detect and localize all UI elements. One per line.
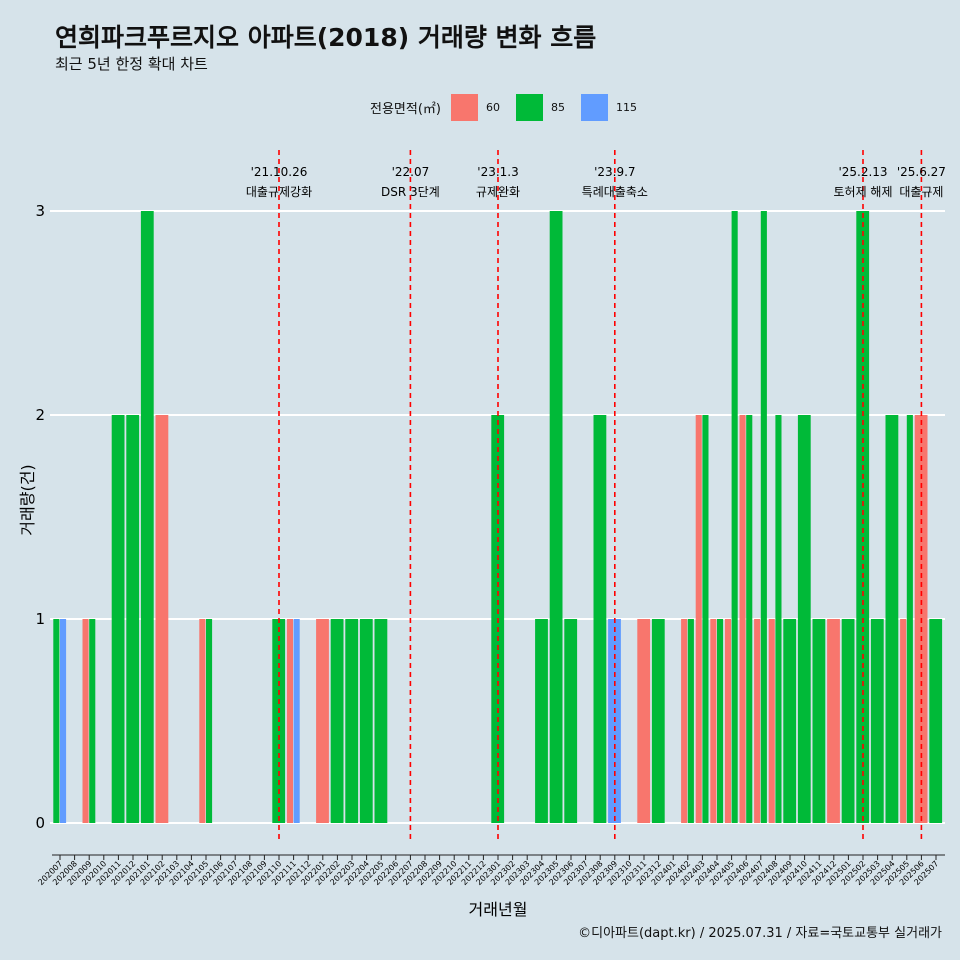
legend-swatch-85 [515, 93, 543, 121]
event-annotations: '21.10.26 대출규제강화 '22.07 DSR 3단계 '23.1.3 규제완화 '… [246, 165, 946, 199]
bar-60-202402 [681, 619, 688, 823]
bar-60-202105 [199, 619, 206, 823]
bar-85-202402 [687, 619, 694, 823]
bar-60-202102 [155, 415, 169, 823]
event-date-label: '23.1.3 [477, 165, 518, 179]
event-label: DSR 3단계 [381, 185, 440, 199]
y-tick-label: 0 [35, 814, 45, 832]
bar-85-202204 [359, 619, 373, 823]
bar-85-202308 [593, 415, 607, 823]
chart-title: 연희파크푸르지오 아파트(2018) 거래량 변화 흐름 [55, 23, 597, 52]
bar-115-202007 [60, 619, 67, 823]
bar-60-202405 [724, 619, 731, 823]
y-tick-label: 2 [35, 406, 45, 424]
bar-85-202306 [564, 619, 578, 823]
y-axis-title: 거래량(건) [18, 464, 37, 535]
bar-85-202411 [812, 619, 826, 823]
event-date-label: '25.6.27 [897, 165, 946, 179]
y-tick-labels: 0 1 2 3 [35, 202, 45, 832]
event-date-label: '23.9.7 [594, 165, 635, 179]
bar-85-202203 [345, 619, 359, 823]
bar-85-202101 [140, 211, 154, 823]
bar-85-202202 [330, 619, 344, 823]
event-label: 규제완화 [476, 185, 520, 199]
bar-85-202105 [206, 619, 213, 823]
bar-85-202409 [783, 619, 797, 823]
bar-85-202007 [53, 619, 60, 823]
legend-swatch-60 [450, 93, 478, 121]
legend-label-85: 85 [550, 100, 565, 114]
event-label: 토허제 해제 [833, 185, 892, 199]
legend-item-115: 115 [580, 93, 640, 121]
bar-85-202406 [746, 415, 753, 823]
bar-60-202111 [286, 619, 293, 823]
bar-85-202312 [651, 619, 665, 823]
bar-60-202403 [695, 415, 702, 823]
bar-60-202408 [768, 619, 775, 823]
bar-60-202201 [316, 619, 329, 823]
bar-85-202305 [549, 211, 563, 823]
legend: 전용면적(㎡) 60 85 115 [370, 93, 646, 121]
bar-60-202505 [900, 619, 907, 823]
bar-85-202012 [126, 415, 140, 823]
bar-60-202009 [82, 619, 89, 823]
bar-85-202407 [760, 211, 767, 823]
x-axis-title: 거래년월 [469, 900, 528, 919]
bar-60-202412 [827, 619, 840, 823]
legend-label-115: 115 [615, 100, 637, 114]
bar-85-202405 [731, 211, 738, 823]
bar-60-202404 [710, 619, 717, 823]
legend-swatch-115 [580, 93, 608, 121]
y-tick-label: 1 [35, 610, 45, 628]
legend-title: 전용면적(㎡) [370, 101, 441, 117]
legend-item-85: 85 [515, 93, 575, 121]
bar-85-202410 [797, 415, 811, 823]
bar-85-202011 [111, 415, 125, 823]
bar-85-202502 [856, 211, 870, 823]
event-label: 특례대출축소 [582, 185, 648, 199]
bar-85-202403 [702, 415, 709, 823]
event-label: 대출규제강화 [246, 185, 312, 199]
bar-60-202311 [637, 619, 651, 823]
source-caption: ©디아파트(dapt.kr) / 2025.07.31 / 자료=국토교통부 실… [578, 926, 942, 941]
bar-85-202009 [89, 619, 96, 823]
y-tick-label: 3 [35, 202, 45, 220]
bar-85-202404 [717, 619, 724, 823]
bar-85-202504 [885, 415, 899, 823]
bar-85-202507 [929, 619, 943, 823]
event-lines [278, 150, 923, 842]
bar-115-202111 [293, 619, 300, 823]
bar-85-202304 [535, 619, 548, 823]
x-tick-labels: 2020072020082020092020102020112020122021… [36, 859, 940, 887]
bar-85-202503 [870, 619, 884, 823]
legend-label-60: 60 [485, 100, 500, 114]
bar-60-202406 [739, 415, 746, 823]
bar-85-202505 [906, 415, 913, 823]
bar-85-202501 [841, 619, 855, 823]
bar-85-202408 [775, 415, 782, 823]
bar-85-202205 [374, 619, 388, 823]
legend-item-60: 60 [450, 93, 510, 121]
x-axis [52, 854, 945, 860]
bars [53, 211, 943, 823]
chart-subtitle: 최근 5년 한정 확대 차트 [55, 55, 208, 73]
event-label: 대출규제 [899, 185, 943, 199]
bar-60-202407 [754, 619, 761, 823]
event-date-label: '21.10.26 [251, 165, 308, 179]
event-date-label: '25.2.13 [838, 165, 887, 179]
event-date-label: '22.07 [392, 165, 430, 179]
